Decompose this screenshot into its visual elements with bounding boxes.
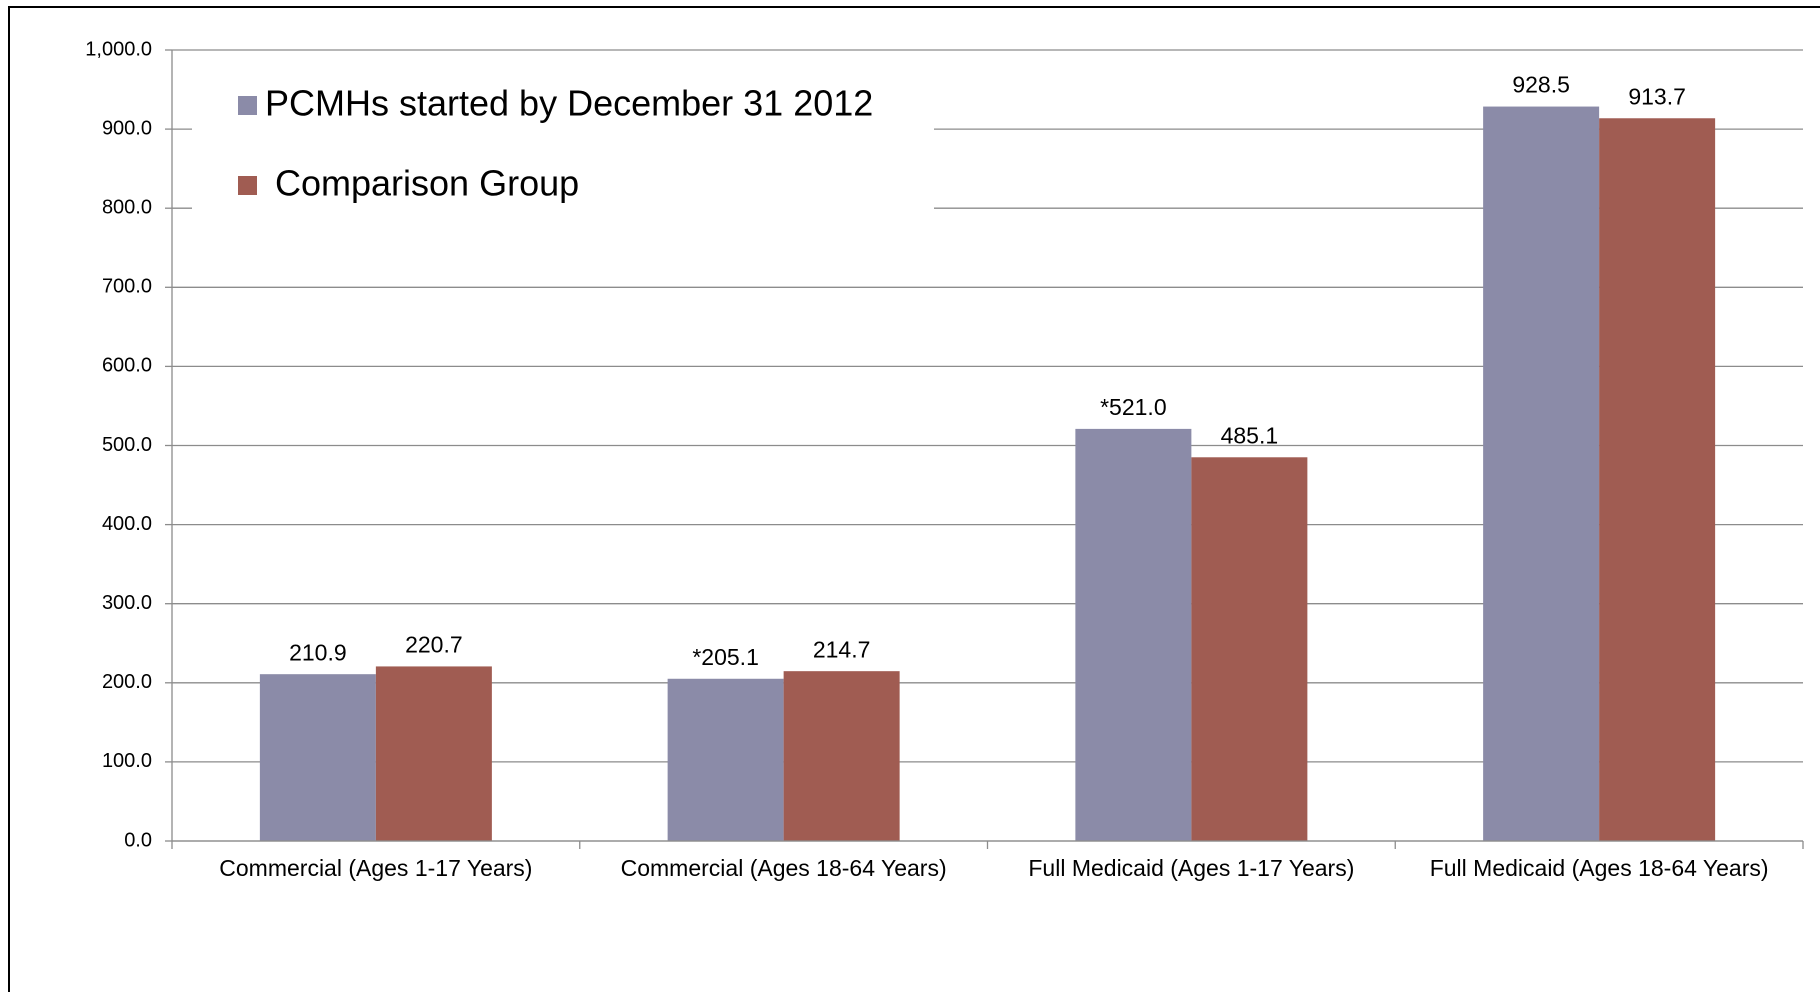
bar [1599, 118, 1716, 841]
bar [375, 666, 492, 841]
value-label: 210.9 [289, 639, 347, 665]
bar [783, 671, 900, 841]
bar [259, 674, 376, 841]
legend-marker [238, 176, 257, 195]
legend-label: Comparison Group [275, 163, 579, 204]
bar [1075, 428, 1192, 841]
legend-marker [238, 96, 257, 115]
y-tick-label: 500.0 [102, 434, 152, 456]
y-tick-label: 0.0 [124, 829, 152, 851]
y-tick-label: 800.0 [102, 196, 152, 218]
value-label: 214.7 [813, 636, 871, 662]
y-tick-label: 300.0 [102, 592, 152, 614]
bar [667, 678, 784, 841]
y-tick-label: 100.0 [102, 750, 152, 772]
x-tick-label: Commercial (Ages 18-64 Years) [621, 855, 947, 881]
bar [1191, 457, 1308, 841]
legend-background [192, 72, 934, 212]
x-tick-label: Full Medicaid (Ages 18-64 Years) [1430, 855, 1769, 881]
value-label: *205.1 [692, 644, 759, 670]
x-tick-label: Commercial (Ages 1-17 Years) [219, 855, 532, 881]
y-tick-label: 600.0 [102, 355, 152, 377]
y-tick-label: 900.0 [102, 117, 152, 139]
y-tick-label: 200.0 [102, 671, 152, 693]
y-tick-label: 1,000.0 [85, 38, 152, 60]
value-label: 928.5 [1512, 72, 1570, 98]
value-label: *521.0 [1100, 394, 1167, 420]
value-label: 485.1 [1221, 422, 1279, 448]
y-tick-label: 700.0 [102, 276, 152, 298]
x-tick-label: Full Medicaid (Ages 1-17 Years) [1028, 855, 1354, 881]
value-label: 913.7 [1628, 83, 1686, 109]
legend-label: PCMHs started by December 31 2012 [265, 83, 873, 124]
y-tick-label: 400.0 [102, 513, 152, 535]
value-label: 220.7 [405, 632, 463, 658]
bar [1483, 106, 1600, 841]
